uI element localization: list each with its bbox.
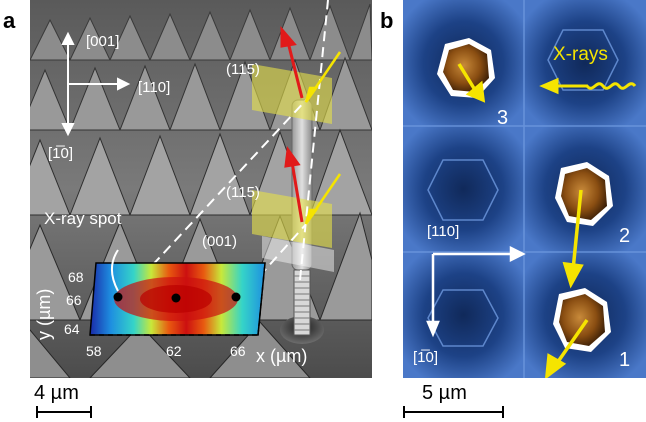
map-ytick-66: 66 [66, 292, 82, 308]
map-xtick-62: 62 [166, 343, 182, 359]
axis-001-label: [001] [86, 33, 119, 50]
map-xtick-66: 66 [230, 343, 246, 359]
yellow-arrows [304, 51, 342, 225]
xray-incidence-arrow [539, 77, 637, 95]
axes-panel-a [61, 31, 131, 137]
scale-tick-a-right [90, 406, 92, 418]
pillar-3-number: 3 [497, 107, 508, 129]
red-arrows [280, 25, 304, 223]
map-xlabel: x (µm) [256, 346, 307, 366]
axis-1-10-label-b: [1̅0] [413, 349, 438, 366]
plane-115-upper [252, 64, 332, 124]
map-xtick-58: 58 [86, 343, 102, 359]
xrays-label: X-rays [553, 44, 608, 65]
pillar-1-number: 1 [619, 349, 630, 371]
scale-label-b: 5 µm [422, 382, 467, 404]
tilt-arrows [457, 63, 589, 378]
pillar-2 [555, 162, 613, 226]
axes-panel-b [426, 245, 526, 338]
axis-110-label-b: [110] [427, 223, 459, 240]
sem-image: [001] [110] [1̅0] (115) (115) (001) X-ra… [30, 0, 372, 378]
map-ylabel: y (µm) [34, 289, 54, 340]
map-ytick-64: 64 [64, 321, 80, 337]
plane-115-upper-label: (115) [226, 61, 260, 78]
pillar-1 [553, 288, 611, 352]
axis-110-label: [110] [138, 79, 170, 96]
plane-001-label: (001) [202, 233, 237, 250]
plane-115-lower-label: (115) [226, 184, 260, 201]
top-view-image: X-rays 3 2 1 [110] [1̅0] [403, 0, 646, 378]
xray-spot-map [89, 262, 266, 336]
axis-1-10-label: [1̅0] [48, 145, 73, 162]
scale-tick-a-left [36, 406, 38, 418]
pillar-2-number: 2 [619, 225, 630, 247]
panel-b-label: b [380, 8, 394, 33]
scale-label-a: 4 µm [34, 382, 79, 404]
map-ytick-68: 68 [68, 269, 84, 285]
scale-tick-b-right [502, 406, 504, 418]
plane-115-lower [252, 190, 332, 248]
panel-a-label: a [3, 8, 16, 33]
scale-bar-b [403, 411, 504, 413]
xray-spot-label: X-ray spot [44, 209, 122, 228]
scale-bar-a [36, 411, 92, 413]
scale-tick-b-left [403, 406, 405, 418]
top-view-panel: X-rays 3 2 1 [110] [1̅0] [403, 0, 646, 378]
plane-001 [262, 236, 334, 272]
sem-image-panel: [001] [110] [1̅0] (115) (115) (001) X-ra… [30, 0, 372, 378]
